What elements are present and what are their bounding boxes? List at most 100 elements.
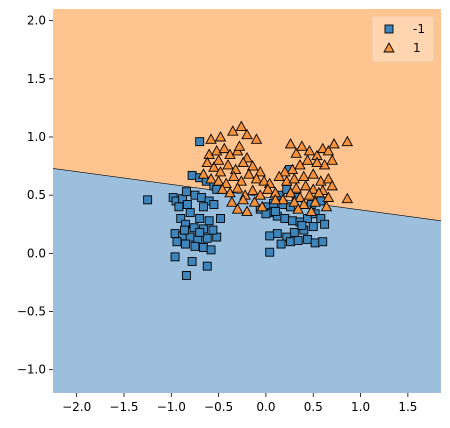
y-tick-label: 2.0	[27, 14, 46, 28]
data-point	[294, 159, 306, 170]
data-point	[237, 156, 249, 168]
x-axis: −2.0 −1.5 −1.0 −0.5 0.0 0.5 1.0 1.5	[62, 393, 417, 414]
data-point	[187, 170, 197, 180]
data-point	[276, 239, 286, 249]
data-point	[322, 145, 335, 156]
x-tick-label: −1.0	[157, 400, 186, 414]
data-point	[298, 198, 310, 209]
y-tick-label: 0.0	[27, 246, 46, 260]
data-point	[227, 125, 239, 136]
legend-marker	[384, 24, 394, 34]
data-point	[307, 183, 320, 194]
data-point	[180, 225, 189, 235]
data-point	[308, 222, 318, 232]
data-point	[208, 225, 218, 235]
data-point	[320, 200, 333, 212]
data-point	[204, 216, 214, 226]
data-point	[224, 148, 236, 159]
series-class-1	[197, 120, 354, 216]
data-point	[290, 182, 302, 193]
series-neg1	[143, 137, 330, 280]
data-point	[143, 195, 153, 205]
legend: -11	[371, 15, 435, 63]
data-point	[226, 196, 238, 207]
data-point	[187, 257, 197, 266]
data-point	[209, 200, 219, 209]
data-point	[286, 237, 295, 247]
data-point	[294, 191, 306, 202]
data-point	[214, 131, 227, 142]
data-point	[256, 200, 268, 212]
data-point	[269, 193, 282, 205]
data-point	[262, 183, 274, 194]
data-point	[181, 187, 191, 197]
data-point	[205, 133, 217, 144]
data-point	[248, 196, 261, 207]
data-point	[216, 183, 229, 194]
data-point	[181, 239, 190, 249]
data-point	[170, 252, 180, 262]
data-point	[284, 186, 297, 198]
data-point	[222, 159, 234, 170]
data-point	[303, 145, 316, 156]
legend-entry: -1	[384, 22, 425, 36]
data-point	[258, 175, 270, 186]
data-point	[288, 196, 301, 207]
x-tick-label: 0.5	[304, 400, 323, 414]
y-tick-label: −1.0	[17, 363, 46, 377]
data-point	[218, 142, 231, 154]
data-point	[326, 154, 338, 165]
data-point	[229, 163, 242, 175]
y-tick-label: 1.5	[27, 72, 46, 86]
data-point	[231, 203, 244, 214]
y-tick-label: 0.5	[27, 188, 46, 202]
data-point	[202, 233, 212, 243]
legend-label: -1	[413, 22, 425, 36]
data-point	[292, 203, 304, 214]
data-point	[254, 165, 267, 177]
data-point	[328, 138, 340, 149]
data-point	[318, 237, 328, 247]
data-point	[280, 214, 290, 223]
legend-label: 1	[413, 41, 421, 55]
y-tick-label: 1.0	[27, 130, 46, 144]
data-point	[233, 140, 246, 151]
data-point	[277, 193, 289, 205]
data-point	[293, 236, 303, 246]
data-point	[265, 247, 275, 257]
x-tick-label: −2.0	[62, 400, 91, 414]
data-point	[203, 148, 215, 159]
data-point	[241, 128, 253, 140]
data-point	[273, 170, 285, 182]
data-point	[246, 184, 259, 195]
data-point	[197, 193, 207, 202]
x-tick-label: 1.5	[398, 400, 417, 414]
data-point	[303, 189, 316, 200]
data-point	[287, 216, 297, 226]
legend-entry: 1	[383, 41, 421, 55]
data-point	[220, 177, 232, 188]
data-point	[311, 156, 323, 168]
data-point	[227, 170, 240, 182]
data-point	[322, 191, 335, 202]
data-point	[297, 220, 307, 230]
data-point	[181, 271, 191, 280]
data-point	[305, 205, 318, 216]
data-point	[237, 193, 249, 205]
region-class-1	[53, 9, 441, 221]
data-point	[250, 133, 263, 144]
data-point	[284, 138, 297, 149]
data-point	[303, 234, 313, 244]
data-point	[172, 237, 182, 247]
data-point	[307, 168, 320, 179]
data-point	[216, 214, 225, 223]
data-point	[250, 172, 263, 184]
data-point	[199, 202, 208, 212]
data-point	[214, 165, 227, 177]
data-point	[231, 182, 244, 193]
data-point	[310, 238, 320, 248]
data-point	[296, 140, 308, 151]
data-point	[279, 165, 291, 177]
data-point	[212, 175, 225, 186]
